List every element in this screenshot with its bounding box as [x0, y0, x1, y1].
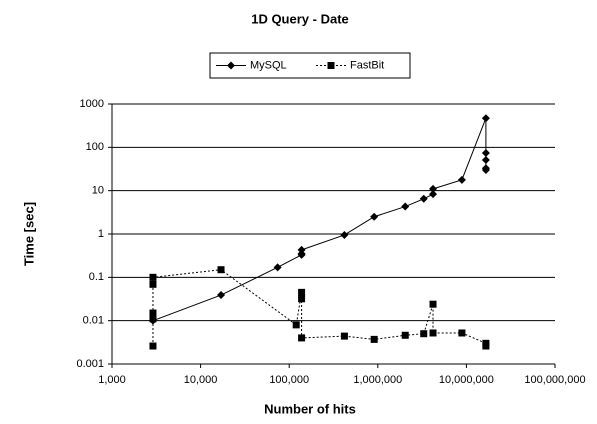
marker: [429, 190, 438, 199]
marker: [481, 148, 490, 157]
marker: [340, 230, 349, 239]
marker: [401, 331, 409, 339]
marker: [340, 332, 348, 340]
y-axis-label: Time [sec]: [21, 202, 36, 266]
marker: [458, 329, 466, 337]
marker: [457, 175, 466, 184]
legend-marker: [327, 62, 335, 69]
marker: [149, 309, 157, 317]
marker: [481, 165, 490, 174]
marker: [298, 334, 306, 342]
marker: [481, 156, 490, 165]
y-tick-label: 1000: [80, 98, 104, 110]
series-line: [152, 118, 487, 322]
legend-marker: [227, 61, 235, 70]
x-tick-label: 100,000,000: [524, 374, 585, 386]
legend-label: MySQL: [250, 59, 287, 71]
y-tick-label: 0.001: [76, 358, 104, 370]
marker: [429, 300, 437, 308]
x-axis-label: Number of hits: [264, 401, 356, 416]
marker: [429, 329, 437, 337]
marker: [217, 266, 225, 274]
x-tick-label: 1,000,000: [353, 374, 402, 386]
chart-title: 1D Query - Date: [251, 11, 349, 26]
marker: [481, 114, 490, 123]
marker: [149, 273, 157, 281]
marker: [419, 194, 428, 203]
legend-label: FastBit: [350, 59, 384, 71]
x-tick-label: 1,000: [98, 374, 126, 386]
marker: [298, 295, 306, 303]
x-tick-label: 10,000: [184, 374, 218, 386]
marker: [370, 212, 379, 221]
y-tick-label: 10: [92, 185, 104, 197]
marker: [370, 335, 378, 343]
marker: [482, 342, 490, 350]
y-tick-label: 0.1: [89, 271, 104, 283]
marker: [273, 263, 282, 272]
marker: [401, 202, 410, 211]
y-tick-label: 1: [98, 228, 104, 240]
x-tick-label: 10,000,000: [439, 374, 494, 386]
marker: [297, 245, 306, 254]
y-tick-label: 0.01: [83, 315, 104, 327]
marker: [292, 321, 300, 329]
marker: [429, 184, 438, 193]
marker: [420, 330, 428, 338]
marker: [149, 280, 157, 288]
marker: [217, 291, 226, 300]
marker: [149, 342, 157, 350]
marker: [149, 315, 157, 323]
x-tick-label: 100,000: [269, 374, 309, 386]
marker: [298, 288, 306, 296]
y-tick-label: 100: [86, 141, 104, 153]
